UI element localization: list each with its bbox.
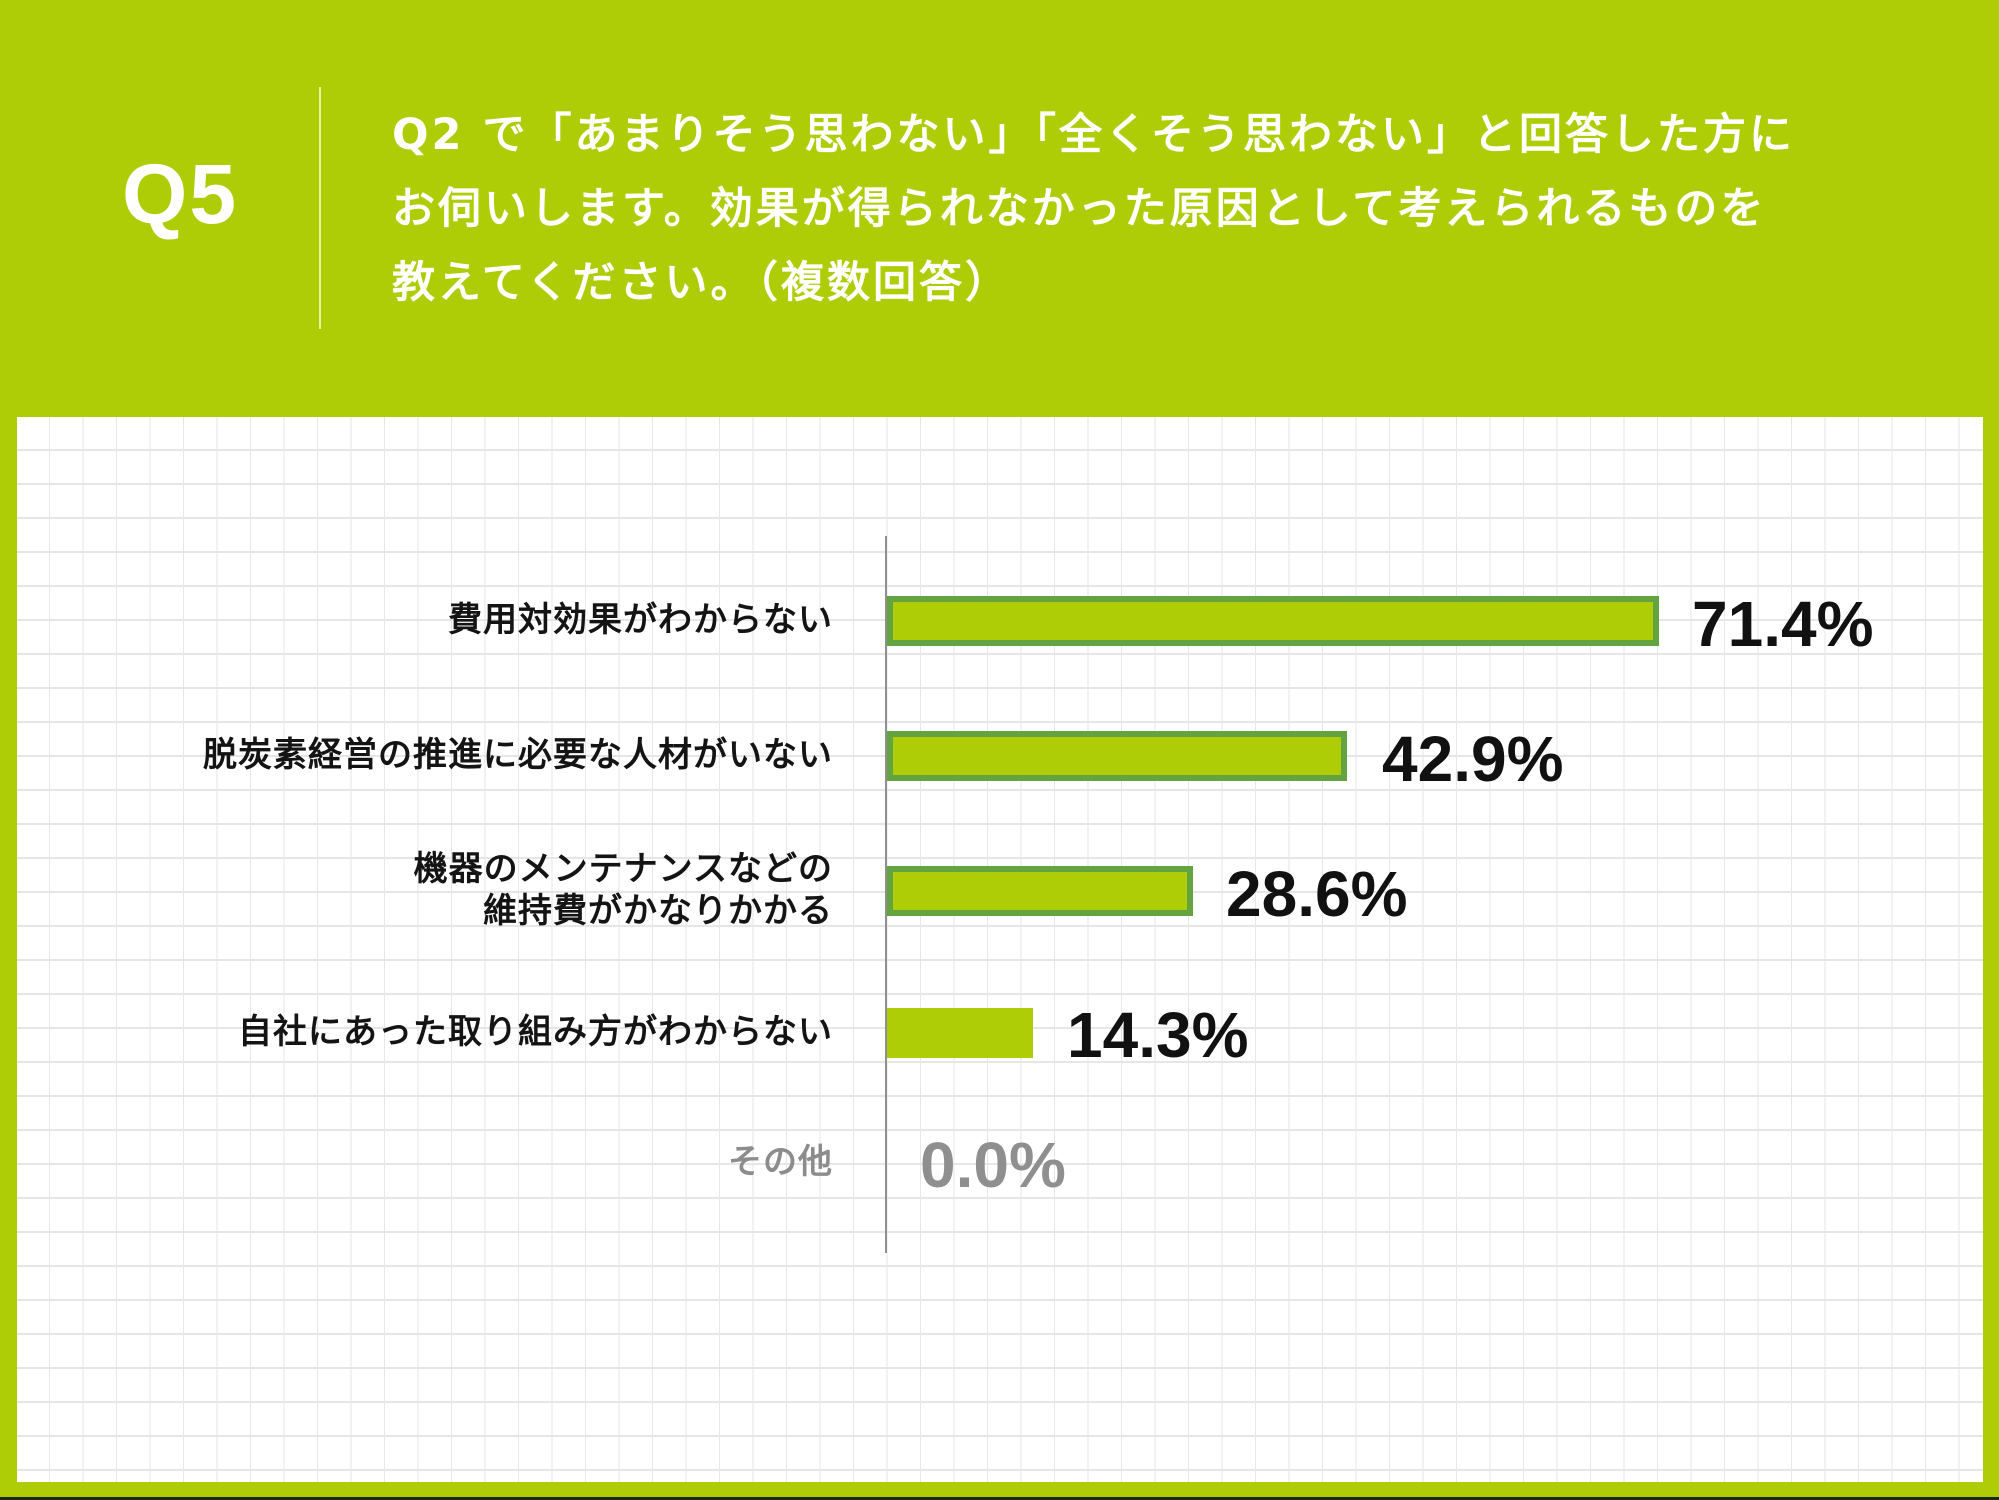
bar-approach-unknown — [887, 1008, 1033, 1058]
value-label: 14.3% — [1067, 999, 1249, 1071]
value-label: 0.0% — [920, 1129, 1066, 1201]
value-label: 28.6% — [1226, 858, 1408, 930]
question-text: Q2 で「あまりそう思わない」「全くそう思わない」と回答した方に お伺いします。… — [392, 98, 1952, 320]
category-label: 費用対効果がわからない — [448, 600, 833, 640]
category-label: 脱炭素経営の推進に必要な人材がいない — [203, 735, 833, 775]
bar-no-talent — [887, 731, 1347, 781]
chart-panel — [17, 417, 1983, 1482]
category-label-line-2: 維持費がかなりかかる — [483, 891, 833, 931]
value-label: 42.9% — [1382, 723, 1564, 795]
bar-cost-effectiveness — [887, 596, 1659, 646]
question-number: Q5 — [122, 147, 239, 241]
question-line-2: お伺いします。効果が得られなかった原因として考えられるものを — [392, 184, 1767, 234]
header-divider — [319, 87, 321, 329]
category-label-line-1: 機器のメンテナンスなどの — [413, 849, 833, 889]
category-label: 機器のメンテナンスなどの 維持費がかなりかかる — [414, 848, 833, 932]
category-label: 自社にあった取り組み方がわからない — [238, 1012, 833, 1052]
question-line-1: Q2 で「あまりそう思わない」「全くそう思わない」と回答した方に — [392, 110, 1795, 160]
value-label: 71.4% — [1692, 588, 1874, 660]
bottom-edge — [0, 1497, 1999, 1500]
question-line-3: 教えてください。（複数回答） — [392, 258, 1012, 308]
bar-maintenance-cost — [887, 866, 1193, 916]
category-label: その他 — [728, 1142, 833, 1182]
question-header: Q5 Q2 で「あまりそう思わない」「全くそう思わない」と回答した方に お伺いし… — [0, 0, 1999, 415]
y-axis-line — [885, 536, 887, 1253]
